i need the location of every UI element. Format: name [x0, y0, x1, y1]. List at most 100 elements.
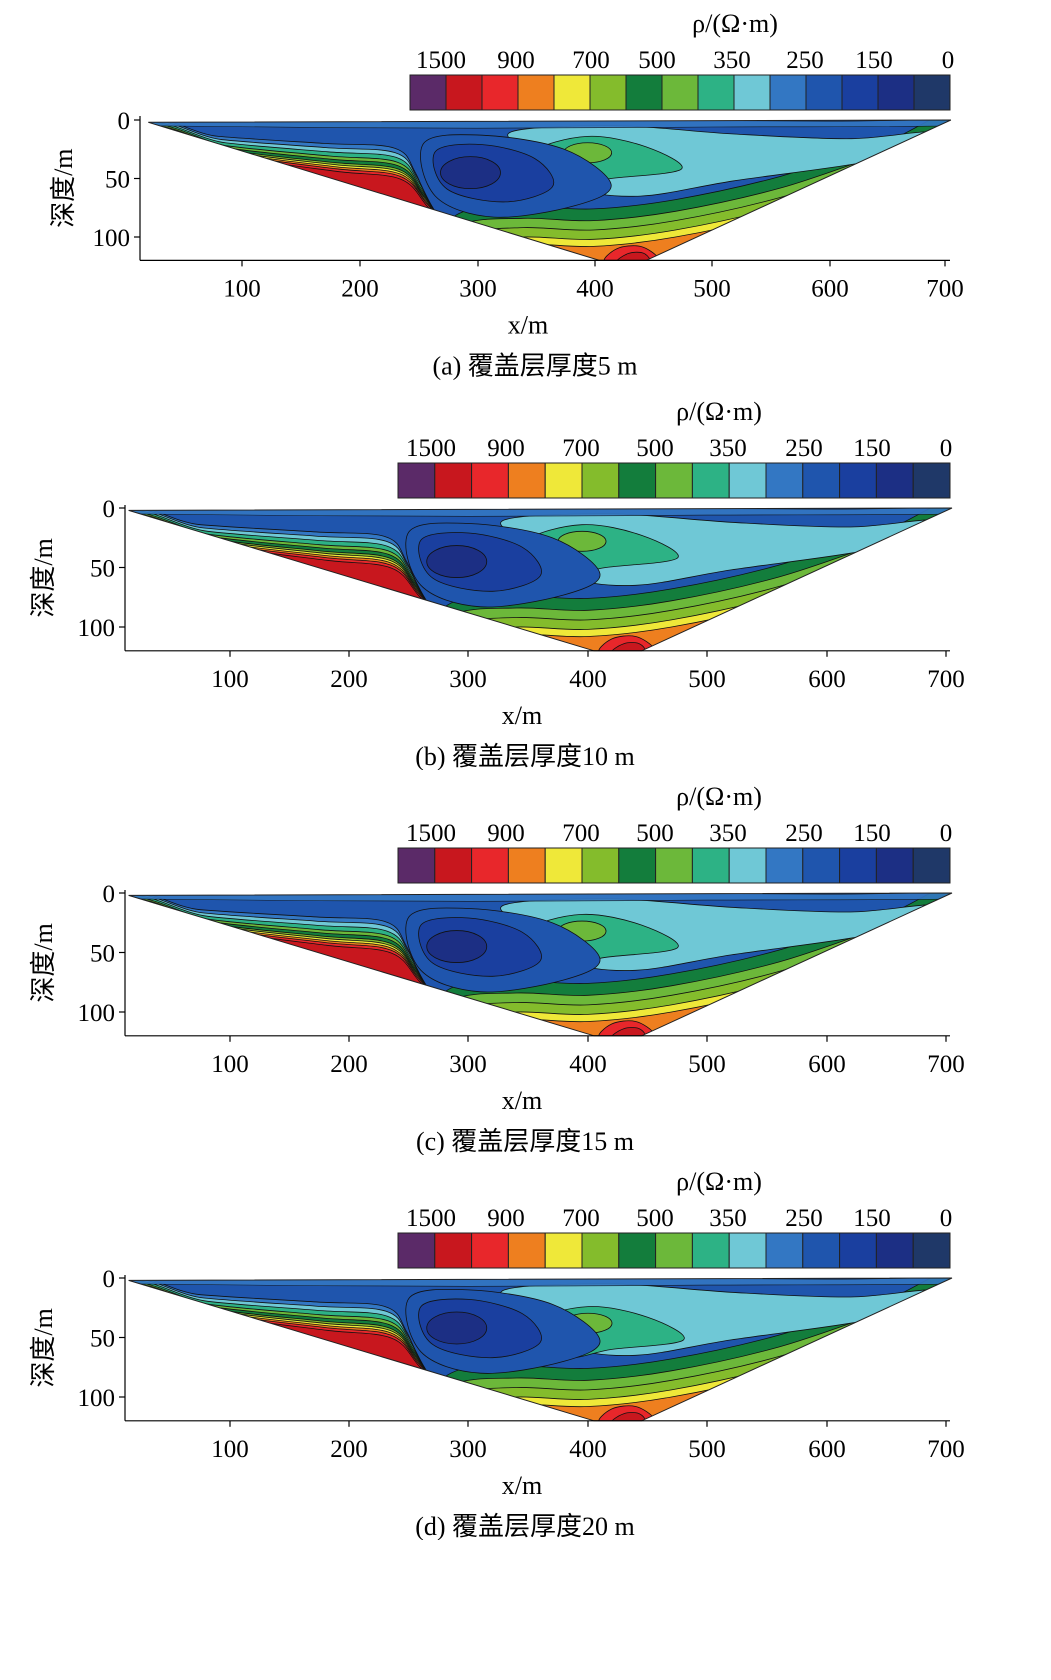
colorbar-swatch — [517, 74, 555, 111]
x-tick-label: 400 — [569, 666, 607, 693]
y-tick-label: 50 — [90, 1326, 115, 1353]
x-axis-label: x/m — [502, 701, 542, 730]
x-tick-label: 600 — [808, 1051, 846, 1078]
x-tick-label: 700 — [927, 666, 965, 693]
colorbar-swatch — [655, 1232, 693, 1269]
contour-region-low-core — [426, 930, 488, 963]
colorbar-swatch — [553, 74, 591, 111]
colorbar-swatch — [912, 462, 951, 499]
colorbar-swatch — [581, 462, 620, 499]
x-tick-label: 300 — [449, 666, 487, 693]
colorbar-tick-label: 350 — [713, 47, 751, 74]
contour-region-bottom-core — [610, 1412, 647, 1421]
colorbar-swatch — [471, 462, 509, 499]
colorbar-swatch — [875, 462, 914, 499]
colorbar-swatch — [913, 74, 951, 111]
colorbar-swatch — [839, 847, 877, 884]
y-tick-label: 50 — [105, 167, 130, 194]
colorbar-swatch — [471, 847, 509, 884]
section-contours — [148, 120, 951, 261]
colorbar-tick-label: 1500 — [416, 47, 466, 74]
colorbar-tick-label: 350 — [709, 1205, 747, 1232]
y-tick-label: 100 — [78, 1385, 116, 1412]
x-tick-label: 200 — [341, 275, 379, 302]
colorbar-swatch — [481, 74, 519, 111]
colorbar-tick-label: 700 — [562, 435, 600, 462]
colorbar-swatch — [875, 847, 914, 884]
colorbar-swatch — [802, 847, 841, 884]
colorbar-tick-label: 350 — [709, 820, 747, 847]
colorbar-tick-label: 0 — [942, 47, 955, 74]
colorbar-swatch — [839, 1232, 877, 1269]
x-tick-label: 200 — [330, 1436, 368, 1463]
colorbar-swatch — [841, 74, 879, 111]
x-tick-label: 600 — [811, 275, 849, 302]
colorbar-swatch — [839, 462, 877, 499]
colorbar-tick-label: 1500 — [406, 820, 456, 847]
colorbar-swatch — [691, 462, 730, 499]
colorbar-tick-label: 150 — [853, 820, 891, 847]
colorbar-tick-label: 500 — [636, 820, 674, 847]
x-axis-label: x/m — [502, 1471, 542, 1500]
colorbar-tick-label: 500 — [638, 47, 676, 74]
colorbar-tick-label: 250 — [786, 47, 824, 74]
colorbar-swatch — [397, 1232, 436, 1269]
colorbar-swatch — [728, 847, 767, 884]
colorbar-swatch — [655, 847, 693, 884]
x-tick-label: 100 — [211, 666, 249, 693]
x-tick-label: 400 — [576, 275, 614, 302]
x-tick-label: 200 — [330, 1051, 368, 1078]
colorbar-tick-label: 500 — [636, 1205, 674, 1232]
x-tick-label: 700 — [926, 275, 964, 302]
colorbar-label: ρ/(Ω·m) — [676, 397, 762, 426]
y-axis-label: 深度/m — [29, 1308, 58, 1387]
colorbar-swatch — [397, 462, 436, 499]
colorbar-swatch — [434, 1232, 473, 1269]
x-tick-label: 300 — [449, 1051, 487, 1078]
colorbar-tick-label: 150 — [853, 435, 891, 462]
panel-caption: (d) 覆盖层厚度20 m — [415, 1512, 635, 1540]
colorbar-tick-label: 700 — [562, 1205, 600, 1232]
colorbar-swatch — [691, 1232, 730, 1269]
colorbar-tick-label: 1500 — [406, 435, 456, 462]
panel-caption: (c) 覆盖层厚度15 m — [416, 1127, 634, 1155]
y-axis-label: 深度/m — [29, 538, 58, 617]
colorbar-swatch — [877, 74, 915, 111]
y-tick-label: 50 — [90, 556, 115, 583]
contour-region-bottom-core — [610, 1027, 647, 1036]
colorbar-tick-label: 900 — [487, 435, 525, 462]
colorbar-swatch — [625, 74, 663, 111]
x-tick-label: 200 — [330, 666, 368, 693]
y-axis-label: 深度/m — [49, 148, 78, 227]
y-tick-label: 100 — [93, 225, 131, 252]
panels-container: ρ/(Ω·m) 1500 900 700 500 350 250 150 0 0 50 100 100 2… — [29, 9, 965, 1540]
y-tick-label: 50 — [90, 941, 115, 968]
section-contours — [128, 508, 953, 651]
contour-region-low-core — [426, 1311, 488, 1345]
contour-region-max — [310, 587, 368, 622]
x-tick-label: 500 — [688, 666, 726, 693]
colorbar-label: ρ/(Ω·m) — [676, 1167, 762, 1196]
colorbar-swatch — [691, 847, 730, 884]
x-tick-label: 500 — [688, 1051, 726, 1078]
colorbar-tick-label: 700 — [572, 47, 610, 74]
contour-region-bottom-core — [610, 642, 647, 651]
colorbar-swatch — [581, 847, 620, 884]
colorbar-tick-label: 0 — [940, 435, 953, 462]
y-tick-label: 0 — [103, 496, 116, 523]
colorbar-tick-label: 1500 — [406, 1205, 456, 1232]
colorbar-tick-label: 350 — [709, 435, 747, 462]
contour-region-max — [310, 972, 368, 1007]
colorbar-tick-label: 0 — [940, 1205, 953, 1232]
colorbar-tick-label: 900 — [487, 1205, 525, 1232]
colorbar-swatch — [618, 462, 657, 499]
colorbar-swatch — [765, 1232, 804, 1269]
colorbar-swatch — [912, 847, 951, 884]
panel-caption: (a) 覆盖层厚度5 m — [432, 351, 637, 380]
panel-caption: (b) 覆盖层厚度10 m — [415, 742, 635, 770]
colorbar-tick-label: 250 — [785, 1205, 823, 1232]
